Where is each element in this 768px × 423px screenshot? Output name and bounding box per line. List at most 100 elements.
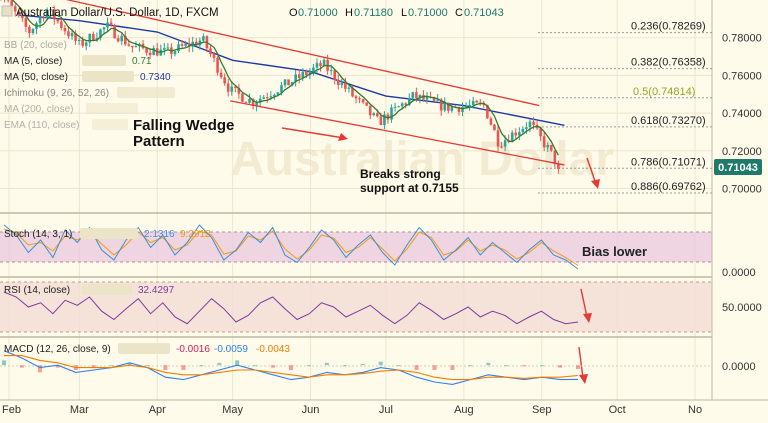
- high-key: H: [345, 7, 353, 19]
- candle-body: [490, 118, 493, 124]
- macd-hist-bar: [468, 365, 472, 366]
- price-scale[interactable]: [712, 0, 768, 418]
- indicator-ema110-controls-icon[interactable]: [92, 119, 128, 130]
- candle-body: [284, 79, 287, 85]
- macd-hist-bar: [433, 365, 437, 370]
- macd-hist-value: -0.0016: [176, 344, 210, 355]
- indicator-ema110[interactable]: EMA (110, close): [4, 119, 128, 131]
- macd-hist-bar: [397, 365, 401, 366]
- macd-hist-bar: [307, 365, 311, 366]
- indicator-ma50[interactable]: MA (50, close) 0.7340: [4, 71, 171, 83]
- candle-body: [227, 83, 230, 91]
- candle-body: [401, 103, 404, 106]
- candle-body: [10, 0, 13, 6]
- candle-body: [103, 27, 106, 29]
- stoch-label: Stoch (14, 3, 1): [4, 229, 72, 240]
- macd-hist-bar: [325, 363, 329, 365]
- stoch-axis-label: 0.0000: [722, 267, 756, 279]
- candle-body: [493, 125, 496, 131]
- candle-body: [163, 48, 166, 50]
- low-value: 0.71000: [408, 7, 448, 19]
- macd-hist-bar: [558, 365, 562, 367]
- macd-hist-bar: [253, 365, 257, 366]
- macd-hist-bar: [235, 360, 239, 365]
- indicator-ma50-label: MA (50, close): [4, 72, 68, 83]
- candle-body: [337, 80, 340, 85]
- indicator-bb[interactable]: BB (20, close): [4, 40, 67, 51]
- candle-body: [85, 42, 88, 45]
- candle-body: [216, 58, 219, 73]
- macd-hist-bar: [271, 365, 275, 367]
- bias-annotation: Bias lower: [582, 244, 647, 259]
- candle-body: [518, 132, 521, 135]
- candle-body: [543, 136, 546, 147]
- candle-body: [149, 53, 152, 55]
- candle-body: [475, 101, 478, 103]
- candle-body: [60, 21, 63, 28]
- stoch-d-value: 9.2912: [180, 229, 211, 240]
- candle-body: [472, 101, 475, 105]
- indicator-ma5-label: MA (5, close): [4, 56, 62, 67]
- candle-body: [120, 36, 123, 41]
- candle-body: [174, 51, 177, 54]
- macd-hist-bar: [217, 363, 221, 365]
- time-tick-label: No: [688, 404, 702, 416]
- macd-hist-bar: [20, 365, 24, 367]
- time-tick-label: Oct: [609, 404, 626, 416]
- macd-legend[interactable]: MACD (12, 26, close, 9) -0.0016 -0.0059 …: [4, 343, 290, 355]
- rsi-controls-icon[interactable]: [82, 284, 132, 295]
- candle-body: [167, 47, 170, 48]
- fib-level-label: 0.786(0.71071): [631, 156, 706, 168]
- candle-body: [181, 44, 184, 46]
- indicator-ma200[interactable]: MA (200, close): [4, 103, 138, 115]
- indicator-ma50-value: 0.7340: [140, 72, 171, 83]
- indicator-ma5-controls-icon[interactable]: [82, 55, 126, 66]
- macd-hist-bar: [181, 365, 185, 370]
- fib-level-label: 0.5(0.74814): [633, 86, 695, 98]
- candle-body: [319, 63, 322, 66]
- pattern-annotation-line1: Falling Wedge: [133, 117, 234, 134]
- stoch-controls-icon[interactable]: [80, 228, 138, 239]
- high-value: 0.71180: [354, 7, 393, 19]
- candle-body: [245, 102, 248, 103]
- fib-level-label: 0.382(0.76358): [631, 57, 706, 69]
- macd-hist-bar: [504, 365, 508, 366]
- candle-body: [202, 36, 205, 40]
- candle-body: [348, 88, 351, 89]
- indicator-ma50-controls-icon[interactable]: [82, 71, 134, 82]
- fib-level-label: 0.618(0.73270): [631, 115, 706, 127]
- macd-controls-icon[interactable]: [118, 343, 170, 354]
- pattern-annotation-line2: Pattern: [133, 133, 185, 150]
- candle-body: [266, 97, 269, 98]
- candle-body: [522, 129, 525, 132]
- stoch-legend[interactable]: Stoch (14, 3, 1) 2.1316 9.2912: [4, 228, 211, 240]
- open-value: 0.71000: [298, 7, 338, 19]
- indicator-ichimoku[interactable]: Ichimoku (9, 26, 52, 26): [4, 87, 175, 99]
- candle-body: [355, 96, 358, 98]
- candle-body: [341, 83, 344, 85]
- collapse-legend-icon[interactable]: [2, 6, 12, 16]
- candle-body: [376, 113, 379, 116]
- candle-body: [362, 99, 365, 102]
- indicator-ichimoku-controls-icon[interactable]: [117, 87, 175, 98]
- time-tick-label: Mar: [70, 404, 89, 416]
- candle-body: [557, 164, 560, 169]
- macd-hist-bar: [450, 365, 454, 370]
- macd-hist-bar: [2, 360, 6, 365]
- candle-body: [131, 46, 134, 47]
- rsi-axis-label: 50.0000: [722, 302, 762, 314]
- candle-body: [106, 22, 109, 27]
- candle-body: [262, 97, 265, 99]
- stoch-k-value: 2.1316: [144, 229, 175, 240]
- candle-body: [443, 103, 446, 111]
- candle-body: [241, 94, 244, 102]
- indicator-ichimoku-label: Ichimoku (9, 26, 52, 26): [4, 88, 109, 99]
- price-tick-label: 0.78000: [722, 33, 762, 45]
- candle-body: [223, 77, 226, 83]
- candle-body: [500, 146, 503, 147]
- indicator-ma200-controls-icon[interactable]: [86, 103, 138, 114]
- candle-body: [32, 29, 35, 33]
- rsi-legend[interactable]: RSI (14, close) 32.4297: [4, 284, 175, 296]
